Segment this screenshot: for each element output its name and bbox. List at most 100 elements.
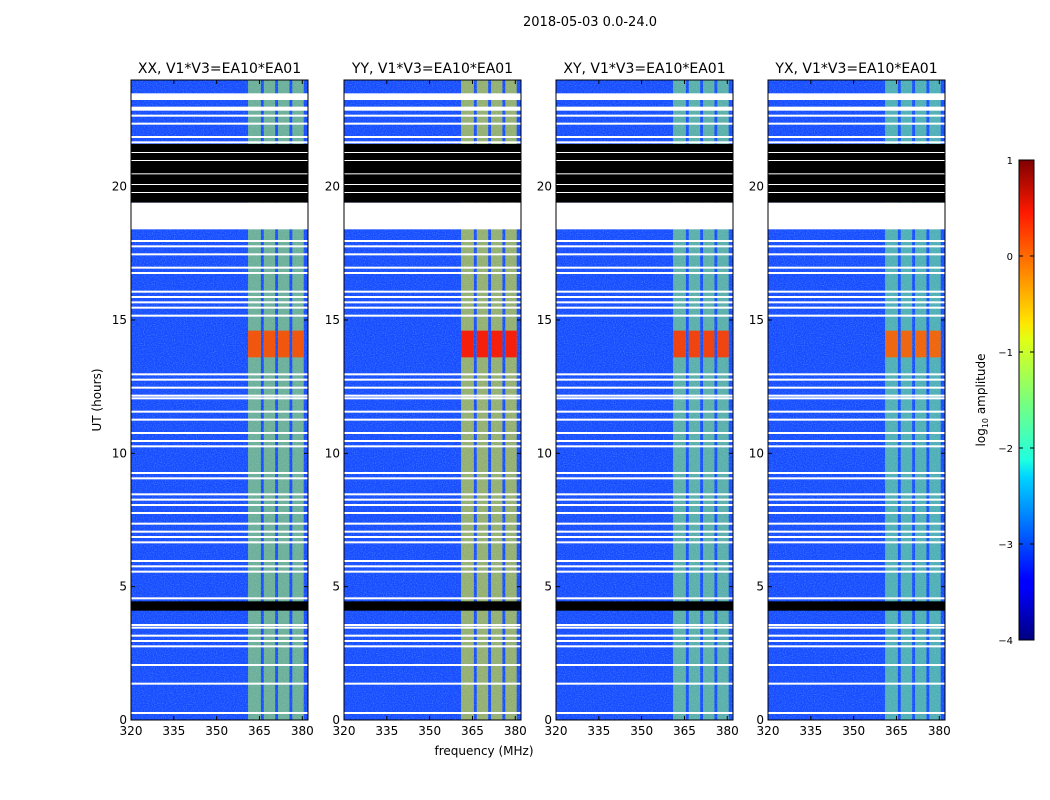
- time-gap-line: [556, 536, 733, 538]
- time-gap-line: [131, 290, 308, 293]
- time-gap-line: [556, 640, 733, 642]
- time-gap-line: [344, 240, 521, 242]
- time-gap-line: [344, 306, 521, 309]
- time-gap-line: [344, 122, 521, 125]
- flag-separator-line: [768, 192, 945, 193]
- rfi-burst-block: [248, 330, 261, 358]
- colorbar-ticks: 1 0 −1 −2 −3 −4: [998, 156, 1034, 647]
- time-gap-line: [131, 114, 308, 117]
- time-gap-line: [556, 712, 733, 714]
- time-gap-line: [556, 477, 733, 480]
- colorbar-gradient: [1018, 159, 1035, 641]
- time-gap-line: [344, 394, 521, 397]
- time-gap-line: [768, 682, 945, 685]
- time-gap-line: [556, 493, 733, 496]
- time-gap-line: [556, 122, 733, 125]
- time-gap-line: [556, 682, 733, 685]
- time-gap-line: [768, 440, 945, 442]
- time-gap-line: [556, 301, 733, 304]
- time-gap-line: [131, 536, 308, 538]
- time-gap-line: [768, 536, 945, 538]
- time-gap-line: [131, 397, 308, 400]
- time-gap-line: [131, 386, 308, 389]
- time-gap-line: [556, 565, 733, 568]
- time-gap-line: [344, 645, 521, 648]
- time-gap-line: [556, 472, 733, 474]
- time-gap-line: [131, 682, 308, 685]
- panel-title: YX, V1*V3=EA10*EA01: [774, 61, 937, 77]
- flag-separator-line: [131, 152, 308, 153]
- blank-time-band: [344, 93, 521, 100]
- rfi-burst-block: [476, 330, 489, 358]
- blank-time-band: [344, 106, 521, 111]
- flag-separator-line: [556, 192, 733, 193]
- time-gap-line: [556, 253, 733, 256]
- time-gap-line: [344, 536, 521, 538]
- time-gap-line: [768, 530, 945, 533]
- time-gap-line: [344, 570, 521, 573]
- x-tick-label: 320: [757, 724, 780, 738]
- rfi-channel-band: [491, 80, 503, 720]
- time-gap-line: [556, 378, 733, 381]
- x-tick-label: 380: [928, 724, 951, 738]
- time-gap-line: [344, 522, 521, 525]
- time-gap-line: [344, 440, 521, 442]
- time-gap-line: [344, 664, 521, 666]
- y-tick-label: 10: [325, 446, 340, 460]
- y-tick-label: 15: [749, 313, 764, 327]
- time-gap-line: [556, 240, 733, 242]
- x-tick-label: 350: [842, 724, 865, 738]
- time-gap-line: [131, 314, 308, 317]
- y-tick-label: 5: [119, 580, 127, 594]
- y-tick-label: 10: [112, 446, 127, 460]
- time-gap-line: [768, 394, 945, 397]
- time-gap-line: [768, 664, 945, 666]
- time-gap-line: [556, 314, 733, 317]
- time-gap-line: [131, 122, 308, 125]
- panel: YX, V1*V3=EA10*EA01 320 335 350 365 380 0 5 10 15…: [749, 61, 951, 738]
- blank-time-band: [768, 106, 945, 111]
- time-gap-line: [556, 541, 733, 544]
- time-gap-line: [556, 114, 733, 117]
- x-tick-label: 320: [545, 724, 568, 738]
- time-gap-line: [344, 472, 521, 474]
- rfi-burst-block: [885, 330, 898, 358]
- flagged-time-band: [344, 601, 521, 611]
- time-gap-line: [556, 530, 733, 533]
- time-gap-line: [344, 432, 521, 434]
- time-gap-line: [768, 493, 945, 496]
- y-tick-label: 0: [756, 713, 764, 727]
- blank-time-band: [131, 93, 308, 100]
- x-tick-label: 365: [885, 724, 908, 738]
- x-tick-label: 320: [333, 724, 356, 738]
- rfi-burst-block: [278, 330, 290, 358]
- rfi-burst-block: [505, 330, 517, 358]
- time-gap-line: [344, 136, 521, 138]
- x-tick-label: 335: [587, 724, 610, 738]
- time-gap-line: [556, 272, 733, 274]
- x-tick-label: 335: [799, 724, 822, 738]
- flag-separator-line: [556, 173, 733, 175]
- x-tick-label: 380: [716, 724, 739, 738]
- time-gap-line: [768, 504, 945, 506]
- time-gap-line: [131, 418, 308, 421]
- time-gap-line: [344, 712, 521, 714]
- time-gap-line: [344, 565, 521, 568]
- time-gap-line: [131, 493, 308, 496]
- time-gap-line: [556, 245, 733, 248]
- time-gap-line: [768, 290, 945, 293]
- time-gap-line: [344, 253, 521, 256]
- time-gap-line: [768, 136, 945, 138]
- blank-time-band: [131, 202, 308, 230]
- time-gap-line: [768, 240, 945, 242]
- blank-time-band: [556, 106, 733, 111]
- time-gap-line: [768, 122, 945, 125]
- flag-separator-line: [131, 184, 308, 185]
- flag-separator-line: [768, 173, 945, 175]
- rfi-channel-band: [688, 80, 701, 720]
- y-tick-label: 5: [332, 580, 340, 594]
- time-gap-line: [768, 541, 945, 544]
- time-gap-line: [556, 397, 733, 400]
- panel: YY, V1*V3=EA10*EA01 320 335 350 365 380 0 5 10 15…: [325, 61, 527, 738]
